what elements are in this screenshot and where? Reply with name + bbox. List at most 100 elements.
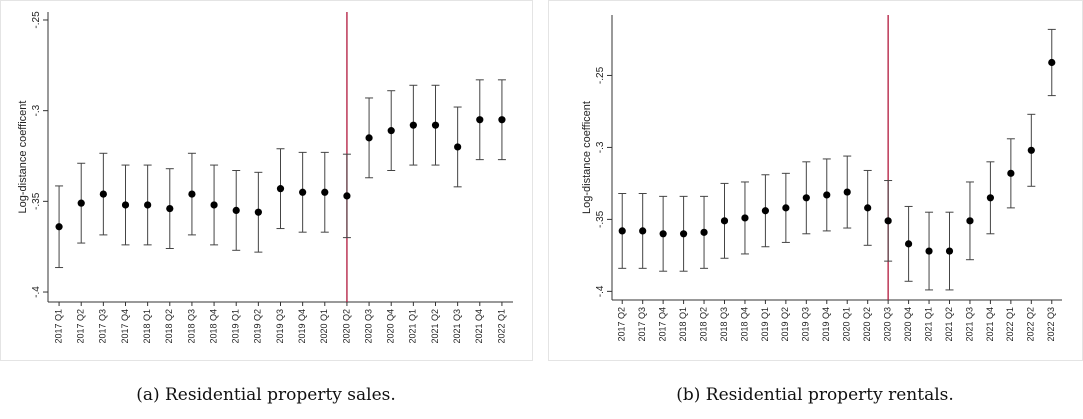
y-tick-label: -.4 (595, 285, 606, 297)
point (986, 194, 995, 202)
x-tick-label: 2020 Q1 (842, 307, 852, 342)
x-tick-label: 2021 Q4 (474, 309, 484, 344)
y-tick-label: -.35 (595, 210, 606, 228)
x-tick-label: 2019 Q4 (821, 307, 831, 342)
caption: (a) Residential property sales. (136, 385, 396, 405)
point (77, 199, 85, 207)
point (299, 188, 307, 196)
point (925, 247, 933, 255)
x-tick-label: 2018 Q4 (208, 309, 218, 344)
y-tick-label: -.25 (595, 66, 606, 84)
point (884, 217, 892, 225)
point (431, 121, 440, 129)
point (498, 116, 506, 124)
x-tick-label: 2020 Q2 (862, 307, 872, 342)
point (864, 204, 872, 212)
x-tick-label: 2021 Q3 (964, 307, 974, 342)
point (904, 240, 913, 248)
x-tick-label: 2022 Q1 (1005, 307, 1015, 342)
x-tick-label: 2021 Q4 (985, 307, 995, 342)
point (476, 116, 484, 124)
point (741, 214, 749, 222)
point (802, 194, 810, 202)
point (188, 190, 196, 198)
y-axis-title: Log-distance coefficent (581, 101, 593, 214)
x-tick-label: 2021 Q2 (944, 307, 954, 342)
point (232, 206, 240, 215)
y-tick-label: -.4 (31, 286, 42, 298)
point (55, 223, 63, 231)
x-tick-label: 2021 Q1 (923, 307, 933, 342)
x-tick-label: 2021 Q2 (430, 309, 440, 344)
x-tick-label: 2022 Q1 (496, 309, 506, 344)
point (121, 201, 130, 209)
y-axis-title: Log-distance coefficent (17, 101, 29, 214)
x-tick-label: 2019 Q1 (231, 309, 241, 344)
point (679, 230, 688, 238)
point (1007, 169, 1015, 177)
x-tick-label: 2017 Q3 (98, 309, 108, 344)
x-tick-label: 2019 Q1 (760, 307, 770, 342)
point (409, 121, 417, 129)
x-tick-label: 2018 Q4 (739, 307, 749, 342)
x-tick-label: 2017 Q2 (617, 307, 627, 342)
x-tick-label: 2017 Q4 (120, 309, 130, 344)
point (321, 188, 329, 196)
point (166, 204, 174, 213)
panel-frame (548, 0, 1083, 361)
x-tick-label: 2022 Q2 (1026, 307, 1036, 342)
panel-frame (0, 0, 533, 361)
point (1048, 58, 1056, 67)
point (387, 127, 395, 135)
x-tick-label: 2017 Q3 (637, 307, 647, 342)
x-tick-label: 2019 Q3 (275, 309, 285, 344)
x-tick-label: 2017 Q4 (658, 307, 668, 342)
x-tick-label: 2018 Q2 (164, 309, 174, 344)
x-tick-label: 2017 Q2 (76, 309, 86, 344)
x-tick-label: 2017 Q1 (53, 309, 63, 344)
x-tick-label: 2018 Q3 (719, 307, 729, 342)
x-tick-label: 2019 Q2 (253, 309, 263, 344)
point (966, 217, 974, 225)
y-tick-label: -.25 (31, 11, 42, 29)
point (365, 134, 373, 142)
x-tick-label: 2020 Q1 (319, 309, 329, 344)
point (761, 207, 770, 215)
caption: (b) Residential property rentals. (676, 385, 954, 405)
point (343, 192, 351, 200)
point (843, 188, 851, 196)
point (454, 143, 462, 151)
point (639, 227, 647, 235)
point (945, 247, 954, 255)
x-tick-label: 2021 Q1 (408, 309, 418, 344)
point (782, 204, 790, 212)
point (823, 191, 831, 199)
x-tick-label: 2020 Q4 (903, 307, 913, 342)
y-tick-label: -.3 (31, 104, 42, 116)
x-tick-label: 2021 Q3 (452, 309, 462, 344)
y-tick-label: -.35 (31, 192, 42, 210)
point (618, 227, 626, 235)
x-tick-label: 2018 Q1 (142, 309, 152, 344)
x-tick-label: 2020 Q3 (883, 307, 893, 342)
x-tick-label: 2018 Q2 (698, 307, 708, 342)
x-tick-label: 2019 Q4 (297, 309, 307, 344)
x-tick-label: 2020 Q4 (386, 309, 396, 344)
x-tick-label: 2019 Q2 (780, 307, 790, 342)
point (1027, 146, 1035, 154)
x-tick-label: 2020 Q2 (341, 309, 351, 344)
point (659, 230, 667, 238)
point (700, 228, 708, 236)
x-tick-label: 2019 Q3 (801, 307, 811, 342)
x-tick-label: 2018 Q1 (678, 307, 688, 342)
point (276, 185, 285, 193)
point (720, 217, 729, 225)
point (210, 201, 218, 209)
point (99, 190, 107, 198)
y-tick-label: -.3 (595, 141, 606, 153)
x-tick-label: 2018 Q3 (186, 309, 196, 344)
point (144, 201, 152, 209)
point (254, 208, 262, 216)
